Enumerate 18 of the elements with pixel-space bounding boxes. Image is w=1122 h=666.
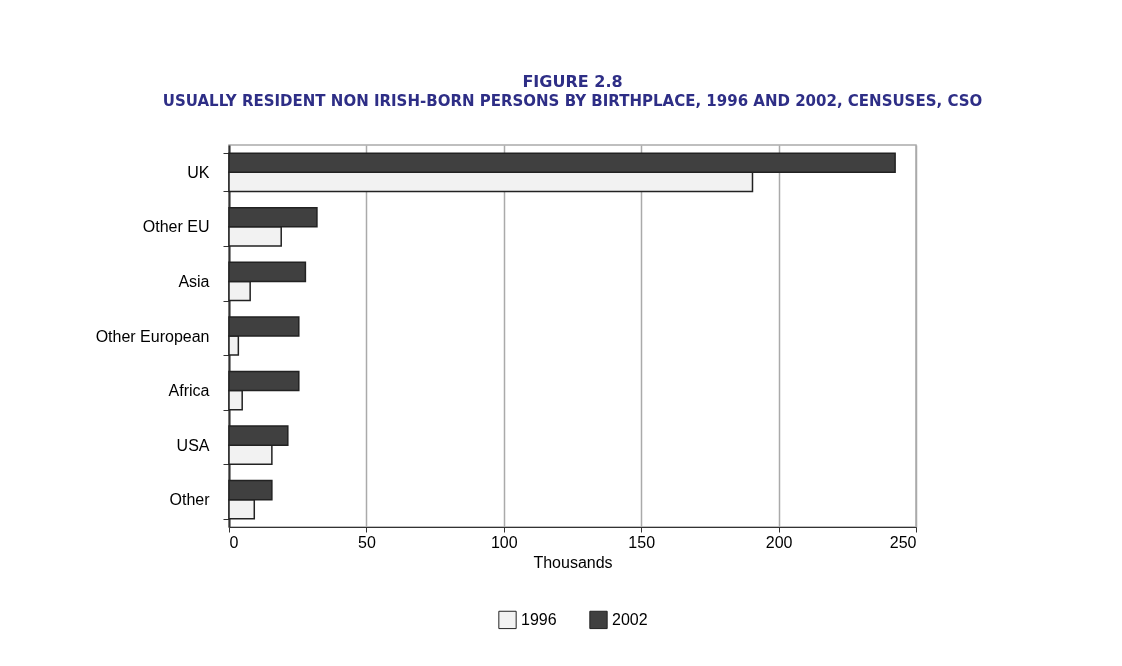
- x-tick-label: 200: [765, 533, 793, 551]
- y-tick-label: USA: [176, 436, 210, 454]
- y-tick-label: Other: [169, 491, 211, 509]
- y-tick-label: Africa: [168, 382, 210, 400]
- x-tick-label: 0: [229, 533, 239, 551]
- legend-label: 2002: [612, 610, 648, 628]
- x-axis-title: Thousands: [533, 553, 613, 571]
- y-tick-label: Other European: [95, 327, 210, 345]
- chart-title: FIGURE 2.8: [522, 72, 623, 91]
- y-tick-label: Asia: [178, 272, 210, 290]
- x-tick-label: 250: [889, 533, 917, 551]
- x-tick-label: 50: [358, 533, 376, 551]
- x-tick-label: 100: [490, 533, 518, 551]
- x-tick-label: 150: [628, 533, 656, 551]
- y-tick-label: Other EU: [142, 218, 210, 236]
- y-tick-label: UK: [187, 163, 210, 181]
- legend-label: 1996: [521, 610, 557, 628]
- chart-subtitle: USUALLY RESIDENT NON IRISH-BORN PERSONS BY BIRTHPLACE, 1996 AND 2002, CENSUSES, CSO: [162, 92, 983, 110]
